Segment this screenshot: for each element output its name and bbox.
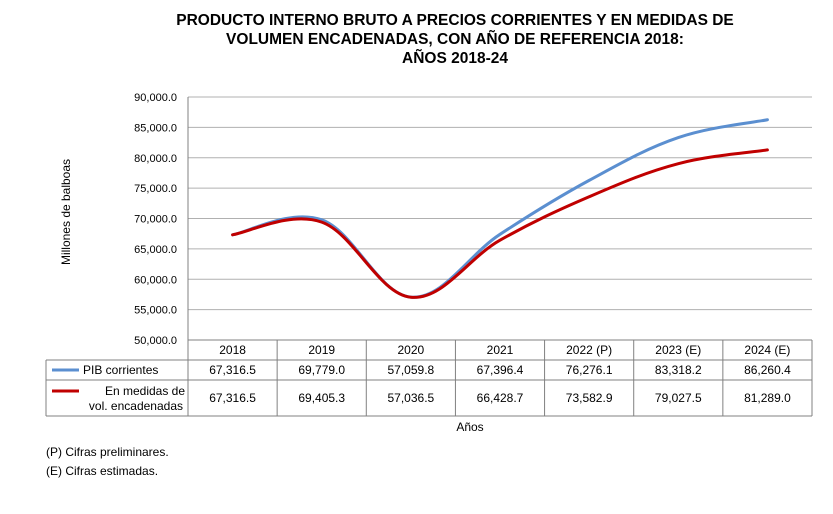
y-tick-label: 90,000.0 [134, 92, 177, 104]
data-cell: 67,316.5 [209, 363, 256, 377]
y-tick-label: 70,000.0 [134, 214, 177, 226]
data-cell: 57,059.8 [387, 363, 434, 377]
y-tick-label: 80,000.0 [134, 153, 177, 165]
x-axis-label: Años [456, 420, 483, 434]
x-tick-label: 2021 [487, 343, 514, 357]
footnote-preliminary: (P) Cifras preliminares. [46, 445, 169, 459]
data-cell: 86,260.4 [744, 363, 791, 377]
data-cell: 66,428.7 [477, 391, 524, 405]
data-cell: 69,405.3 [298, 391, 345, 405]
y-tick-label: 65,000.0 [134, 244, 177, 256]
legend-label-line-2: vol. encadenadas [89, 399, 183, 413]
data-cell: 76,276.1 [566, 363, 613, 377]
chart-title-line-1: PRODUCTO INTERNO BRUTO A PRECIOS CORRIEN… [176, 12, 734, 29]
chart-title-line-3: AÑOS 2018-24 [402, 50, 508, 67]
x-tick-label: 2023 (E) [655, 343, 701, 357]
data-table: 2018 2019 2020 2021 2022 (P) 2023 (E) 2024 (E)… [45, 339, 813, 417]
data-cell: 83,318.2 [655, 363, 702, 377]
y-tick-label: 75,000.0 [134, 183, 177, 195]
y-tick-label: 50,000.0 [134, 335, 177, 347]
legend-label: PIB corrientes [83, 363, 158, 377]
footnote-estimated: (E) Cifras estimadas. [46, 464, 159, 478]
data-cell: 69,779.0 [298, 363, 345, 377]
data-cell: 79,027.5 [655, 391, 702, 405]
chart-title-line-2: VOLUMEN ENCADENADAS, CON AÑO DE REFERENC… [226, 31, 684, 48]
data-cell: 67,396.4 [477, 363, 524, 377]
data-cell: 81,289.0 [744, 391, 791, 405]
series-line-pib-corrientes [231, 118, 769, 299]
series-line-vol-encadenadas [231, 148, 769, 299]
y-tick-label: 85,000.0 [134, 122, 177, 134]
y-tick-label: 60,000.0 [134, 274, 177, 286]
x-tick-label: 2018 [219, 343, 246, 357]
x-tick-label: 2024 (E) [744, 343, 790, 357]
data-cell: 57,036.5 [387, 391, 434, 405]
x-tick-label: 2022 (P) [566, 343, 612, 357]
y-tick-labels: 50,000.0 55,000.0 60,000.0 65,000.0 70,000.0… [134, 92, 177, 347]
x-tick-label: 2020 [398, 343, 425, 357]
data-cell: 73,582.9 [566, 391, 613, 405]
chart-title: PRODUCTO INTERNO BRUTO A PRECIOS CORRIEN… [100, 11, 810, 68]
footnotes: (P) Cifras preliminares. (E) Cifras esti… [46, 443, 169, 481]
legend-label-line-1: En medidas de [105, 384, 185, 398]
y-axis-label: Millones de balboas [59, 159, 73, 265]
x-tick-label: 2019 [308, 343, 335, 357]
y-tick-label: 55,000.0 [134, 305, 177, 317]
series-lines [231, 118, 769, 299]
data-cell: 67,316.5 [209, 391, 256, 405]
